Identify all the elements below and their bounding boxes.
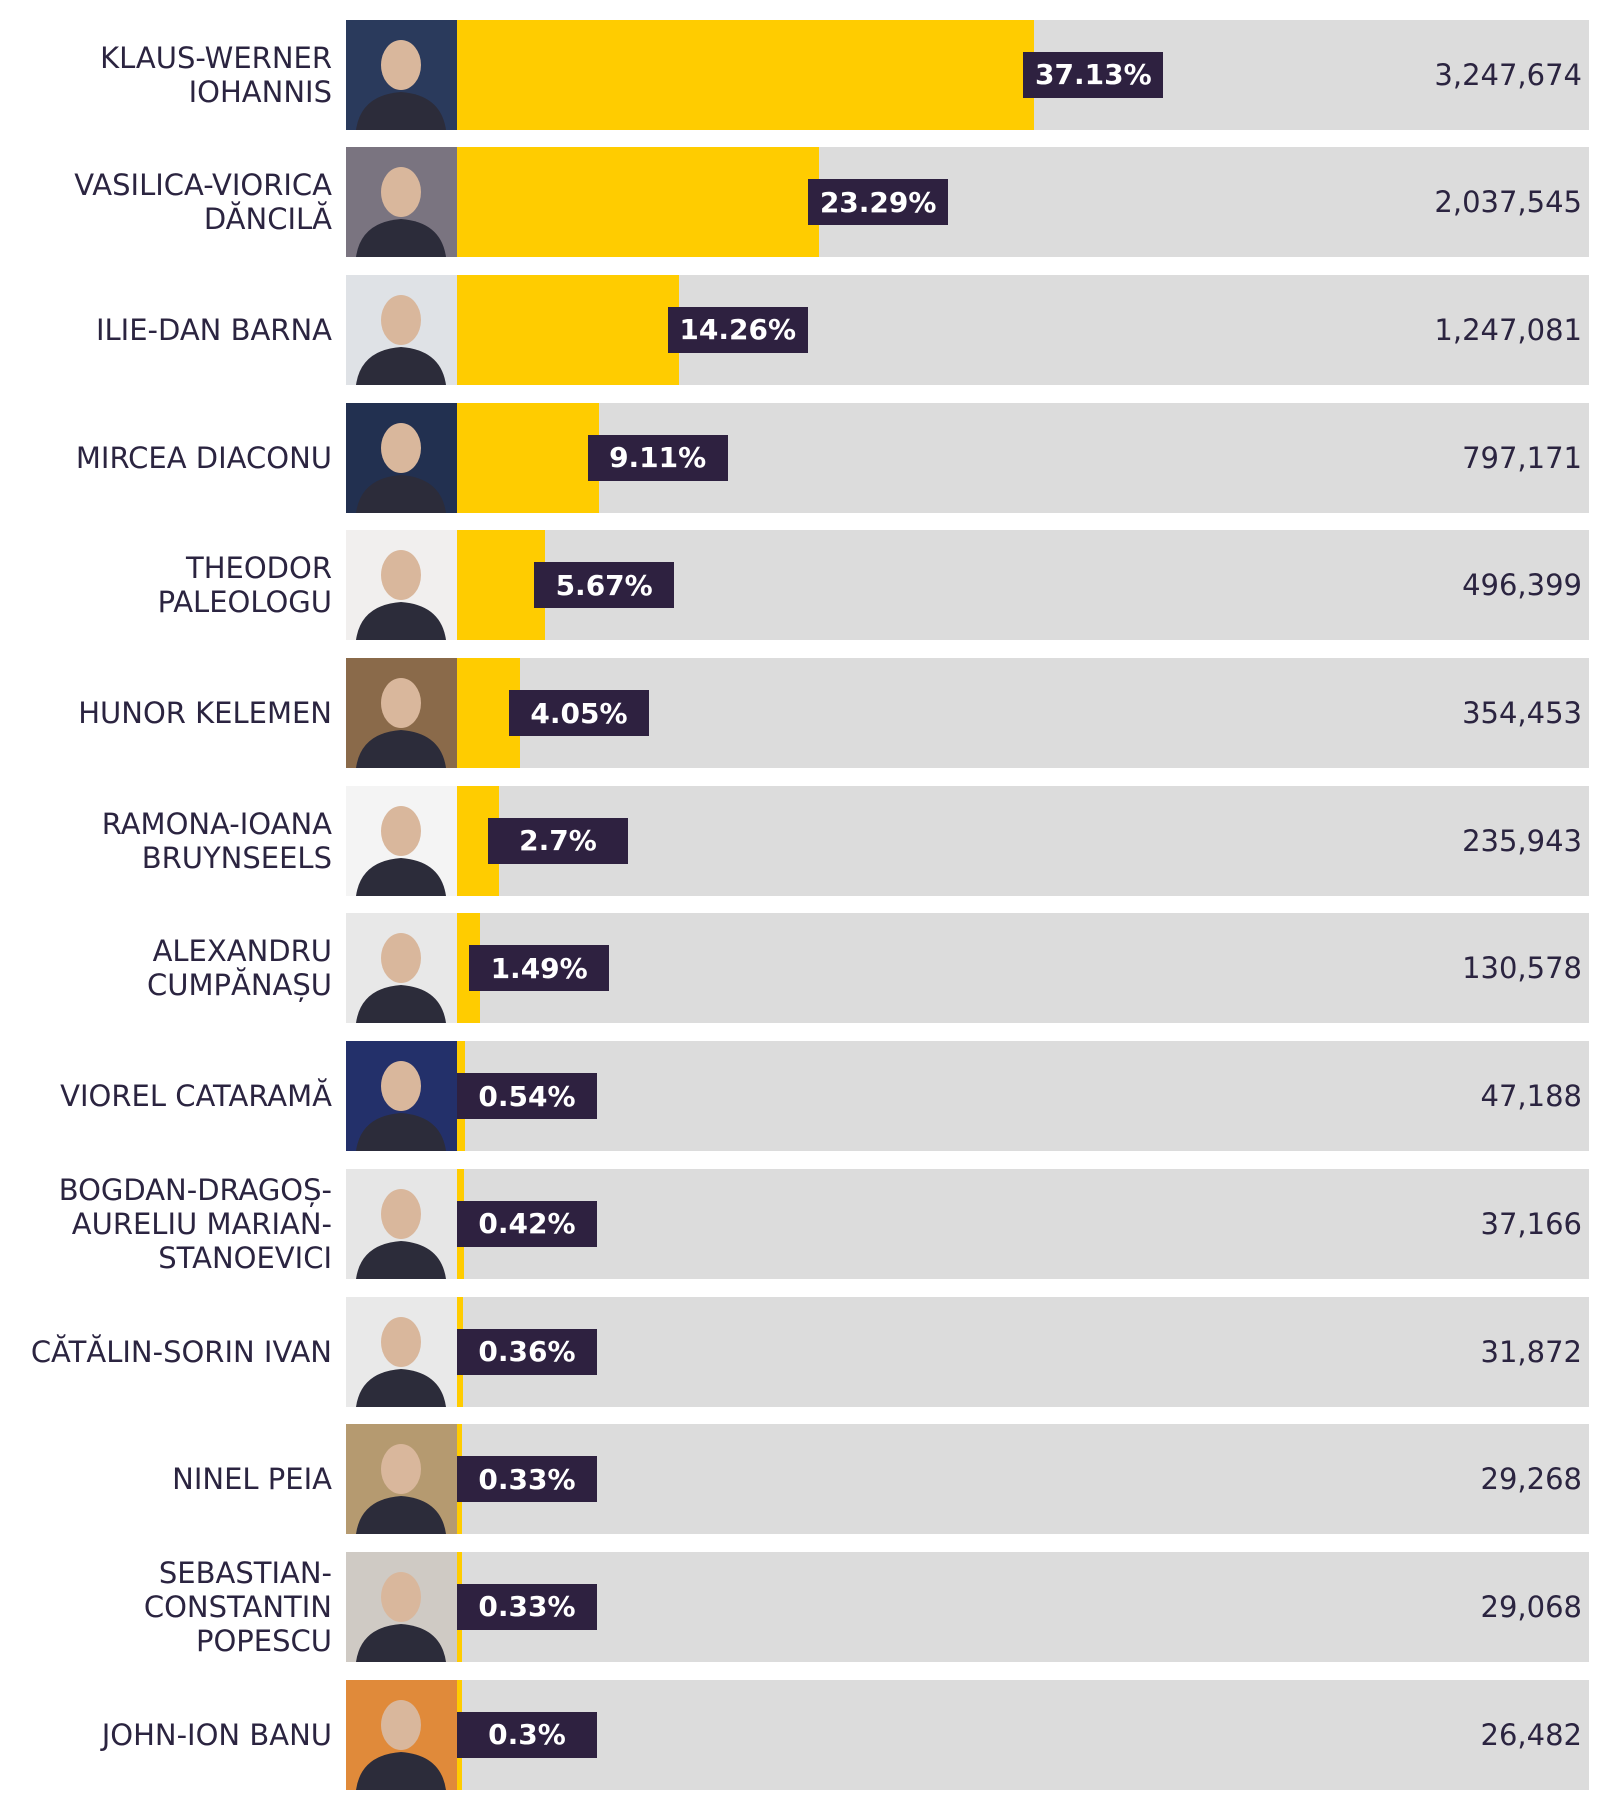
bar: [457, 913, 481, 1024]
candidate-name: VASILICA-VIORICA DĂNCILĂ: [74, 168, 332, 237]
vote-count: 130,578: [1462, 951, 1582, 986]
photo-placeholder: [356, 805, 446, 896]
value-label: 2.7%: [487, 817, 628, 864]
value-label: 0.33%: [457, 1456, 597, 1503]
candidate-name: SEBASTIAN-CONSTANTIN POPESCU: [143, 1555, 332, 1658]
candidate-name: BOGDAN-DRAGOȘ-AURELIU MARIAN-STANOEVICI: [58, 1172, 332, 1275]
candidate-photo: [346, 1041, 457, 1152]
value-label: 1.49%: [469, 945, 610, 992]
bar-track: [457, 1168, 1589, 1279]
candidate-row: BOGDAN-DRAGOȘ-AURELIU MARIAN-STANOEVICI 0…: [0, 1168, 1597, 1279]
bar-track: [457, 1551, 1589, 1662]
candidate-name: ALEXANDRU CUMPĂNAȘU: [147, 934, 332, 1003]
candidate-row: VASILICA-VIORICA DĂNCILĂ 23.29% 2,037,545: [0, 147, 1597, 258]
vote-count: 1,247,081: [1434, 312, 1582, 347]
candidate-photo: [346, 1296, 457, 1407]
vote-count: 2,037,545: [1434, 185, 1582, 220]
candidate-photo: [346, 274, 457, 385]
candidate-row: ALEXANDRU CUMPĂNAȘU 1.49% 130,578: [0, 913, 1597, 1024]
bar-track: [457, 1296, 1589, 1407]
vote-count: 235,943: [1462, 823, 1582, 858]
bar-track: [457, 1679, 1589, 1790]
bar: [457, 402, 599, 513]
vote-count: 37,166: [1480, 1206, 1582, 1241]
candidate-row: JOHN-ION BANU 0.3% 26,482: [0, 1679, 1597, 1790]
candidate-row: NINEL PEIA 0.33% 29,268: [0, 1424, 1597, 1535]
bar: [457, 147, 820, 258]
value-label: 0.3%: [457, 1711, 597, 1758]
value-label: 37.13%: [1023, 51, 1164, 98]
candidate-name: JOHN-ION BANU: [101, 1717, 332, 1752]
value-label: 0.33%: [457, 1583, 597, 1630]
photo-placeholder: [356, 1188, 446, 1279]
vote-count: 31,872: [1480, 1334, 1582, 1369]
value-label: 0.42%: [457, 1200, 597, 1247]
vote-count: 797,171: [1462, 440, 1582, 475]
bar-track: [457, 1041, 1589, 1152]
value-label: 5.67%: [534, 562, 675, 609]
candidate-name: CĂTĂLIN-SORIN IVAN: [30, 1334, 332, 1369]
bar-track: [457, 1424, 1589, 1535]
value-label: 0.54%: [457, 1073, 597, 1120]
photo-placeholder: [356, 422, 446, 513]
photo-placeholder: [356, 933, 446, 1024]
candidate-photo: [346, 1551, 457, 1662]
candidate-name: ILIE-DAN BARNA: [95, 312, 332, 347]
photo-placeholder: [356, 1699, 446, 1790]
candidate-row: MIRCEA DIACONU 9.11% 797,171: [0, 402, 1597, 513]
candidate-row: CĂTĂLIN-SORIN IVAN 0.36% 31,872: [0, 1296, 1597, 1407]
candidate-photo: [346, 19, 457, 130]
vote-count: 3,247,674: [1434, 57, 1582, 92]
vote-count: 496,399: [1462, 568, 1582, 603]
candidate-row: SEBASTIAN-CONSTANTIN POPESCU 0.33% 29,068: [0, 1551, 1597, 1662]
value-label: 14.26%: [667, 306, 808, 353]
vote-count: 26,482: [1480, 1717, 1582, 1752]
vote-count: 47,188: [1480, 1079, 1582, 1114]
candidate-name: MIRCEA DIACONU: [75, 440, 332, 475]
photo-placeholder: [356, 1571, 446, 1662]
photo-placeholder: [356, 1316, 446, 1407]
bar: [457, 19, 1035, 130]
photo-placeholder: [356, 550, 446, 641]
candidate-photo: [346, 1679, 457, 1790]
photo-placeholder: [356, 294, 446, 385]
photo-placeholder: [356, 1444, 446, 1535]
photo-placeholder: [356, 167, 446, 258]
candidate-row: VIOREL CATARAMĂ 0.54% 47,188: [0, 1041, 1597, 1152]
candidate-name: KLAUS-WERNER IOHANNIS: [100, 40, 332, 109]
candidate-name: VIOREL CATARAMĂ: [60, 1079, 332, 1114]
value-label: 0.36%: [457, 1328, 597, 1375]
candidate-photo: [346, 785, 457, 896]
candidate-photo: [346, 147, 457, 258]
candidate-photo: [346, 658, 457, 768]
candidate-row: RAMONA-IOANA BRUYNSEELS 2.7% 235,943: [0, 785, 1597, 896]
candidate-name: HUNOR KELEMEN: [78, 696, 332, 730]
value-label: 4.05%: [508, 690, 649, 736]
candidate-name: RAMONA-IOANA BRUYNSEELS: [101, 806, 332, 875]
candidate-photo: [346, 530, 457, 641]
candidate-photo: [346, 913, 457, 1024]
candidate-photo: [346, 402, 457, 513]
bar: [457, 530, 546, 641]
photo-placeholder: [356, 1061, 446, 1152]
photo-placeholder: [356, 678, 446, 768]
candidate-row: HUNOR KELEMEN 4.05% 354,453: [0, 658, 1597, 768]
candidate-row: THEODOR PALEOLOGU 5.67% 496,399: [0, 530, 1597, 641]
value-label: 23.29%: [808, 179, 949, 226]
candidate-photo: [346, 1168, 457, 1279]
bar-track: [457, 785, 1589, 896]
vote-count: 29,068: [1480, 1589, 1582, 1624]
bar: [457, 274, 679, 385]
value-label: 9.11%: [587, 434, 728, 481]
bar-track: [457, 913, 1589, 1024]
candidate-name: NINEL PEIA: [172, 1462, 332, 1497]
vote-count: 354,453: [1462, 696, 1582, 730]
candidate-row: ILIE-DAN BARNA 14.26% 1,247,081: [0, 274, 1597, 385]
candidate-photo: [346, 1424, 457, 1535]
photo-placeholder: [356, 39, 446, 130]
vote-count: 29,268: [1480, 1462, 1582, 1497]
candidate-name: THEODOR PALEOLOGU: [157, 551, 332, 620]
candidate-row: KLAUS-WERNER IOHANNIS 37.13% 3,247,674: [0, 19, 1597, 130]
